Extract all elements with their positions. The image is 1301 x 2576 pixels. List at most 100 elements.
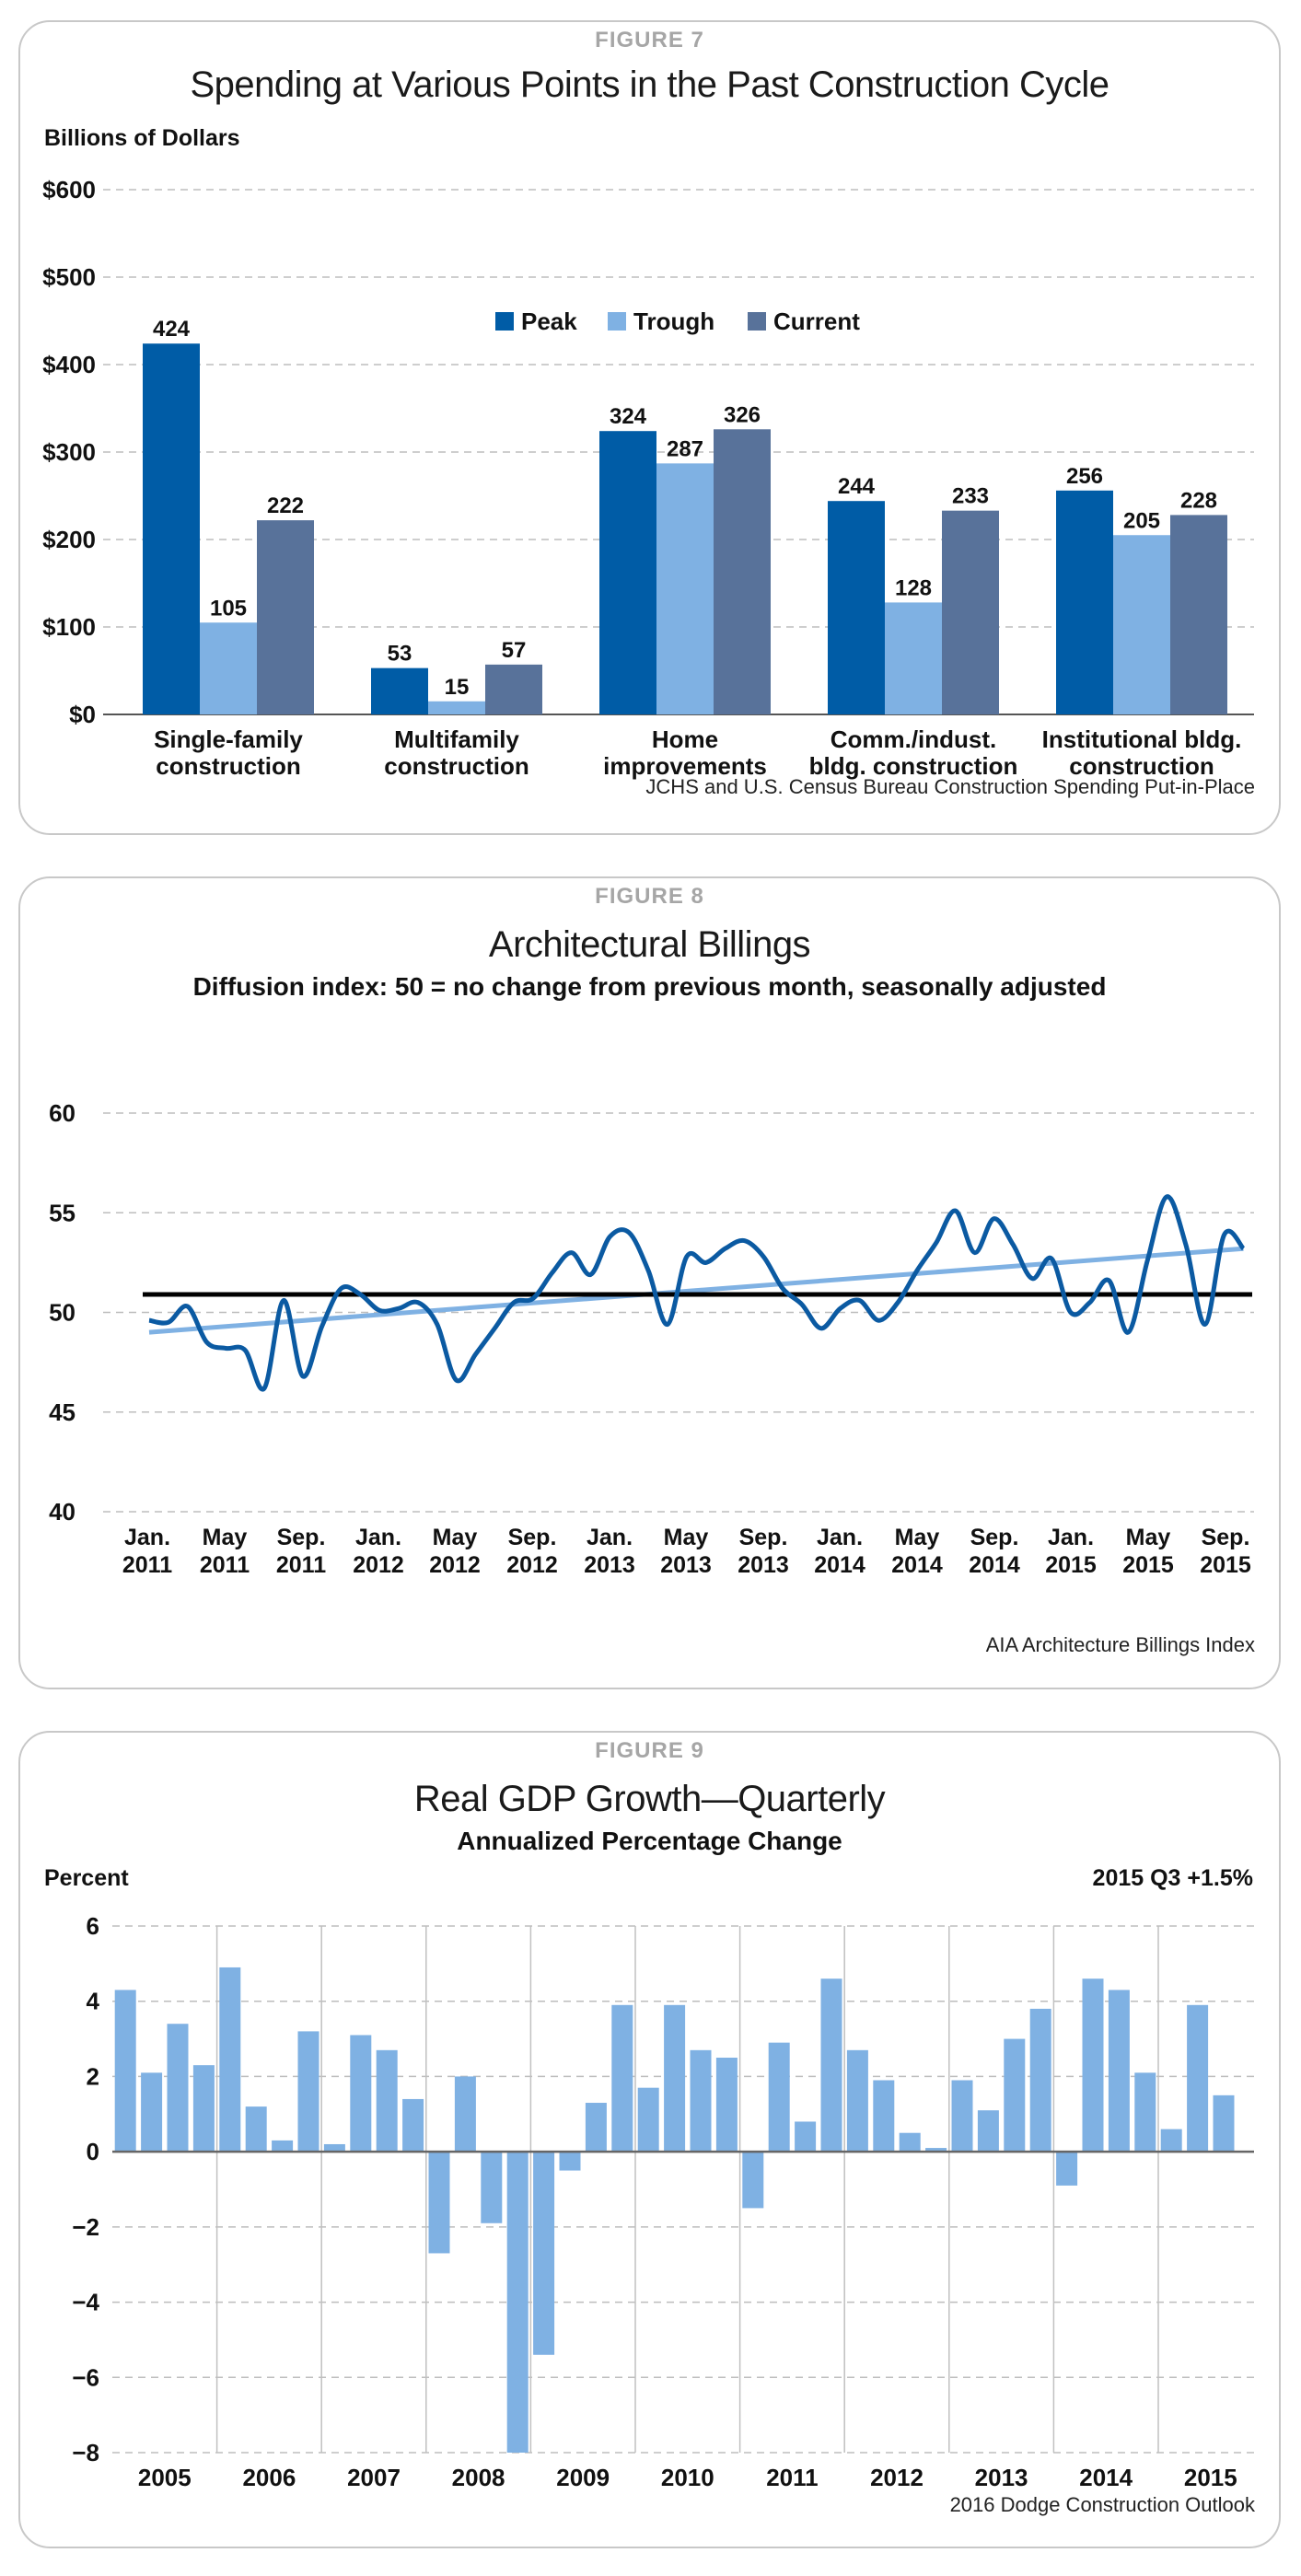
legend-label-current: Current (773, 307, 860, 335)
y-tick-label: 45 (49, 1398, 76, 1426)
x-tick-month: Sep. (970, 1525, 1019, 1550)
gdp-bar (1213, 2094, 1235, 2152)
x-tick-year: 2011 (200, 1552, 250, 1578)
gdp-bar (768, 2042, 790, 2152)
bar-current (485, 664, 542, 714)
gdp-bar (428, 2152, 450, 2254)
y-tick-label: 40 (49, 1498, 76, 1526)
gdp-bar (1056, 2152, 1078, 2186)
bar-current (1170, 515, 1227, 714)
gdp-bar (323, 2143, 345, 2152)
bar-trough (200, 622, 257, 714)
gdp-bar (481, 2152, 503, 2223)
x-tick-year: 2012 (870, 2464, 923, 2491)
bar-value-label: 424 (153, 317, 191, 342)
y-tick-label: −4 (72, 2289, 99, 2316)
y-tick-label: $500 (42, 263, 96, 291)
category-label: bldg. construction (809, 752, 1018, 780)
gdp-bar (611, 2004, 633, 2152)
figure7-label: FIGURE 7 (595, 28, 704, 52)
bar-value-label: 57 (502, 638, 527, 663)
figure9-y-unit: Percent (44, 1865, 129, 1891)
y-tick-label: 0 (87, 2138, 99, 2165)
y-tick-label: 2 (87, 2062, 99, 2090)
gdp-bar (820, 1978, 842, 2152)
x-tick-year: 2014 (1079, 2464, 1133, 2491)
gdp-bar (1134, 2072, 1156, 2152)
x-tick-year: 2008 (452, 2464, 505, 2491)
figure7-title: Spending at Various Points in the Past C… (190, 64, 1109, 105)
gdp-bar (245, 2106, 267, 2152)
gdp-bar (1160, 2129, 1182, 2152)
figure9-source: 2016 Dodge Construction Outlook (949, 2493, 1255, 2516)
x-tick-year: 2011 (276, 1552, 326, 1578)
figure8-subtitle: Diffusion index: 50 = no change from pre… (192, 972, 1107, 1001)
gdp-bar (873, 2080, 895, 2152)
bar-peak (143, 343, 200, 714)
y-tick-label: $100 (42, 613, 96, 641)
gdp-bar (585, 2103, 607, 2152)
x-tick-month: Sep. (739, 1525, 788, 1550)
y-tick-label: 4 (87, 1988, 100, 2015)
gdp-bar (559, 2152, 581, 2171)
y-tick-label: 6 (87, 1912, 99, 1940)
gdp-bar (272, 2140, 294, 2152)
y-tick-label: 50 (49, 1299, 76, 1327)
x-tick-year: 2006 (242, 2464, 296, 2491)
gdp-bar (533, 2152, 555, 2355)
gdp-bar (742, 2152, 764, 2209)
y-tick-label: $0 (69, 701, 96, 728)
x-tick-year: 2011 (766, 2464, 818, 2491)
x-tick-year: 2013 (738, 1552, 789, 1578)
legend-swatch-peak (495, 312, 514, 331)
x-tick-year: 2012 (429, 1552, 481, 1578)
trend-line (148, 1246, 1244, 1335)
x-tick-year: 2014 (969, 1552, 1020, 1578)
y-tick-label: $600 (42, 176, 96, 203)
gdp-bar (376, 2049, 398, 2152)
category-label: Multifamily (394, 725, 519, 753)
bar-peak (1056, 490, 1113, 714)
gdp-bar (846, 2049, 868, 2152)
figure7-y-unit: Billions of Dollars (44, 125, 240, 151)
gdp-bar (795, 2121, 817, 2152)
x-tick-month: May (1126, 1525, 1171, 1550)
bar-trough (1113, 535, 1170, 714)
bar-peak (828, 501, 885, 714)
bar-value-label: 53 (388, 642, 412, 667)
bar-current (257, 520, 314, 714)
x-tick-year: 2011 (122, 1552, 172, 1578)
x-tick-month: Sep. (1202, 1525, 1250, 1550)
bar-value-label: 228 (1180, 488, 1217, 513)
category-label: Home (652, 725, 718, 753)
gdp-bar (925, 2148, 947, 2152)
y-tick-label: 60 (49, 1099, 76, 1127)
x-tick-month: Sep. (508, 1525, 557, 1550)
figure7-source: JCHS and U.S. Census Bureau Construction… (645, 775, 1255, 798)
figure9-callout: 2015 Q3 +1.5% (1092, 1865, 1253, 1891)
bar-value-label: 326 (724, 402, 761, 427)
figure9-title: Real GDP Growth—Quarterly (413, 1779, 886, 1819)
x-tick-year: 2013 (975, 2464, 1028, 2491)
gdp-bar (1004, 2038, 1026, 2152)
bar-value-label: 287 (667, 436, 703, 461)
gdp-bar (219, 1967, 241, 2152)
x-tick-year: 2015 (1045, 1552, 1097, 1578)
x-tick-year: 2009 (556, 2464, 610, 2491)
gdp-bar (297, 2031, 319, 2152)
x-tick-year: 2010 (661, 2464, 714, 2491)
bar-value-label: 233 (952, 484, 989, 509)
figure9-panel: FIGURE 9 Real GDP Growth—Quarterly Annua… (18, 1731, 1281, 2548)
category-label: Single-family (154, 725, 303, 753)
x-tick-year: 2014 (891, 1552, 943, 1578)
gdp-bar (637, 2087, 659, 2152)
category-label: Comm./indust. (831, 725, 997, 753)
y-tick-label: −8 (72, 2439, 99, 2466)
category-label: Institutional bldg. (1042, 725, 1242, 753)
gdp-bar (1108, 1990, 1130, 2152)
bar-value-label: 256 (1066, 464, 1103, 489)
x-tick-year: 2012 (353, 1552, 404, 1578)
gdp-bar (715, 2058, 738, 2152)
figure7-panel: FIGURE 7 Spending at Various Points in t… (18, 20, 1281, 835)
abi-series-line (148, 1194, 1246, 1392)
